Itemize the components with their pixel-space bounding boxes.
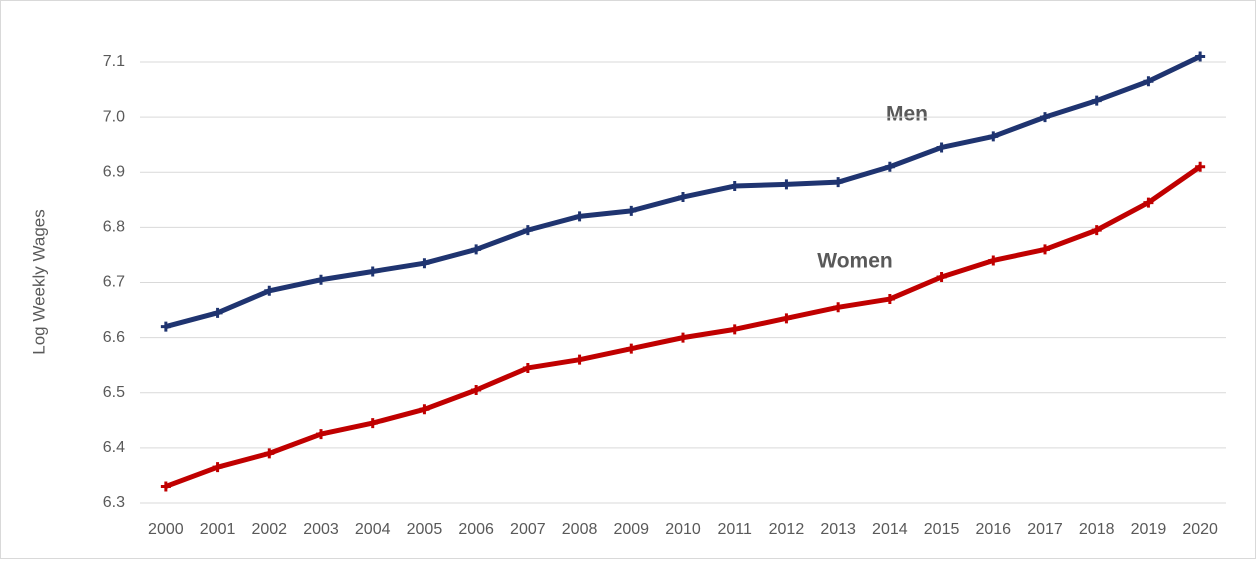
marker bbox=[212, 462, 223, 473]
marker bbox=[316, 274, 326, 285]
marker bbox=[936, 142, 947, 153]
x-tick-label: 2011 bbox=[718, 521, 753, 538]
x-tick-label: 2004 bbox=[355, 521, 391, 538]
marker bbox=[574, 354, 585, 365]
x-tick-label: 2017 bbox=[1027, 521, 1063, 538]
marker bbox=[988, 131, 999, 142]
marker bbox=[264, 285, 275, 296]
y-tick-label: 6.5 bbox=[103, 384, 125, 401]
x-tick-label: 2019 bbox=[1131, 521, 1167, 538]
y-tick-label: 7.1 bbox=[103, 53, 125, 70]
x-tick-label: 2010 bbox=[665, 521, 701, 538]
x-tick-label: 2000 bbox=[148, 521, 184, 538]
y-tick-label: 6.3 bbox=[103, 494, 125, 511]
series-label: Men bbox=[886, 103, 928, 126]
y-tick-label: 6.7 bbox=[103, 274, 125, 291]
marker bbox=[678, 192, 688, 203]
x-tick-label: 2013 bbox=[820, 521, 856, 538]
x-tick-label: 2009 bbox=[613, 521, 649, 538]
marker bbox=[1143, 76, 1154, 87]
marker bbox=[1195, 51, 1206, 62]
marker bbox=[626, 343, 637, 354]
x-tick-label: 2020 bbox=[1182, 521, 1218, 538]
marker bbox=[729, 324, 740, 335]
marker bbox=[522, 362, 533, 373]
marker bbox=[884, 161, 895, 172]
series-label: Women bbox=[817, 250, 892, 273]
marker bbox=[1143, 197, 1154, 208]
x-tick-label: 2006 bbox=[458, 521, 494, 538]
marker bbox=[160, 481, 171, 492]
marker bbox=[1040, 112, 1050, 123]
marker bbox=[729, 181, 740, 192]
x-tick-label: 2016 bbox=[975, 521, 1011, 538]
marker bbox=[678, 332, 688, 343]
marker bbox=[160, 321, 171, 332]
marker bbox=[936, 271, 947, 282]
x-tick-label: 2001 bbox=[200, 521, 236, 538]
marker bbox=[884, 294, 895, 305]
marker bbox=[988, 255, 999, 266]
x-tick-label: 2002 bbox=[251, 521, 287, 538]
x-tick-label: 2014 bbox=[872, 521, 908, 538]
marker bbox=[1040, 244, 1050, 255]
x-tick-label: 2018 bbox=[1079, 521, 1115, 538]
marker bbox=[367, 418, 378, 429]
y-tick-label: 6.6 bbox=[103, 329, 125, 346]
marker bbox=[781, 313, 792, 324]
marker bbox=[212, 307, 223, 318]
marker bbox=[833, 302, 844, 313]
x-tick-label: 2005 bbox=[407, 521, 443, 538]
marker bbox=[626, 205, 637, 216]
marker bbox=[419, 404, 430, 415]
marker bbox=[833, 177, 844, 188]
x-tick-label: 2015 bbox=[924, 521, 960, 538]
marker bbox=[471, 384, 482, 395]
x-tick-label: 2012 bbox=[769, 521, 805, 538]
y-axis-title: Log Weekly Wages bbox=[29, 209, 48, 355]
x-tick-label: 2008 bbox=[562, 521, 598, 538]
marker bbox=[522, 225, 533, 236]
marker bbox=[1195, 161, 1206, 172]
marker bbox=[264, 448, 275, 459]
marker bbox=[1091, 95, 1102, 106]
marker bbox=[781, 179, 792, 190]
y-tick-label: 6.8 bbox=[103, 219, 125, 236]
x-tick-label: 2007 bbox=[510, 521, 546, 538]
marker bbox=[574, 211, 585, 222]
marker bbox=[1091, 225, 1102, 236]
marker bbox=[367, 266, 378, 277]
x-tick-label: 2003 bbox=[303, 521, 339, 538]
y-tick-label: 7.0 bbox=[103, 108, 125, 125]
marker bbox=[419, 258, 430, 269]
marker bbox=[316, 429, 326, 440]
y-tick-label: 6.4 bbox=[103, 439, 125, 456]
y-tick-label: 6.9 bbox=[103, 163, 125, 180]
marker bbox=[471, 244, 482, 255]
